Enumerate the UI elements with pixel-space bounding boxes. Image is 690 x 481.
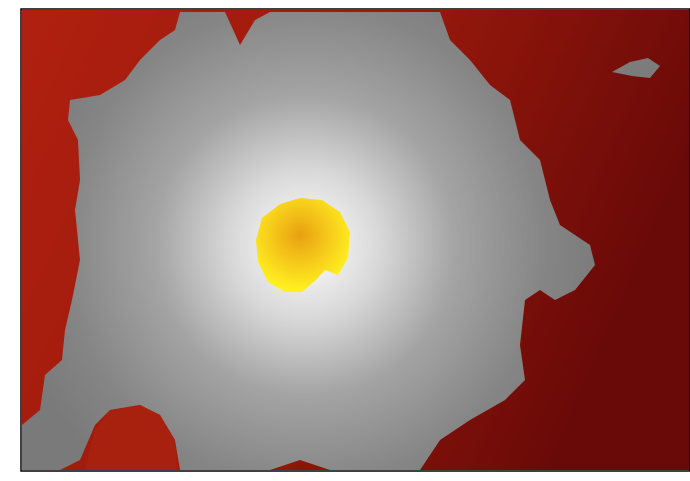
high-elevation-summit <box>256 198 350 292</box>
map-frame <box>20 8 690 472</box>
mid-elevation-patch <box>612 58 660 78</box>
low-elevation-patch <box>85 405 178 470</box>
